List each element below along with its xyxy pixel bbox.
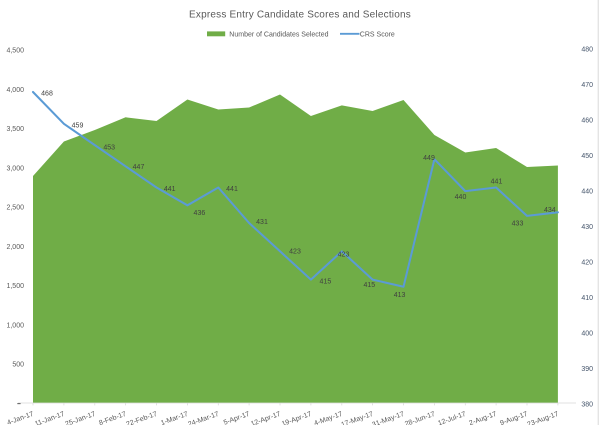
svg-text:459: 459 [72,123,84,130]
svg-text:400: 400 [581,331,593,338]
svg-text:380: 380 [581,402,593,409]
svg-text:431: 431 [256,219,268,226]
svg-text:CRS Score: CRS Score [360,31,395,38]
svg-text:Number of Candidates Selected: Number of Candidates Selected [229,31,328,38]
svg-text:436: 436 [194,210,206,217]
svg-text:390: 390 [581,366,593,373]
svg-text:447: 447 [133,164,145,171]
svg-text:430: 430 [581,224,593,231]
svg-text:441: 441 [226,186,238,193]
svg-text:468: 468 [41,91,53,98]
svg-text:Express Entry Candidate Scores: Express Entry Candidate Scores and Selec… [189,10,411,21]
svg-text:4,500: 4,500 [6,48,24,55]
svg-text:423: 423 [338,251,350,258]
svg-text:413: 413 [394,292,406,299]
svg-text:420: 420 [581,260,593,267]
svg-text:415: 415 [320,279,332,286]
svg-text:441: 441 [491,178,503,185]
svg-text:2,500: 2,500 [6,205,24,212]
svg-text:1,500: 1,500 [6,283,24,290]
svg-text:470: 470 [581,82,593,89]
svg-text:3,500: 3,500 [6,126,24,133]
svg-text:449: 449 [423,155,435,162]
svg-text:415: 415 [363,282,375,289]
svg-text:450: 450 [581,153,593,160]
svg-text:2,000: 2,000 [6,244,24,251]
svg-text:434: 434 [544,207,556,214]
svg-text:1,000: 1,000 [6,322,24,329]
svg-text:3,000: 3,000 [6,165,24,172]
svg-text:410: 410 [581,295,593,302]
svg-text:441: 441 [164,186,176,193]
svg-text:4,000: 4,000 [6,87,24,94]
svg-text:440: 440 [455,194,467,201]
svg-text:500: 500 [12,362,24,369]
svg-text:440: 440 [581,189,593,196]
svg-text:433: 433 [512,220,524,227]
svg-text:460: 460 [581,118,593,125]
svg-text:480: 480 [581,47,593,54]
svg-text:423: 423 [289,248,301,255]
svg-text:453: 453 [103,145,115,152]
